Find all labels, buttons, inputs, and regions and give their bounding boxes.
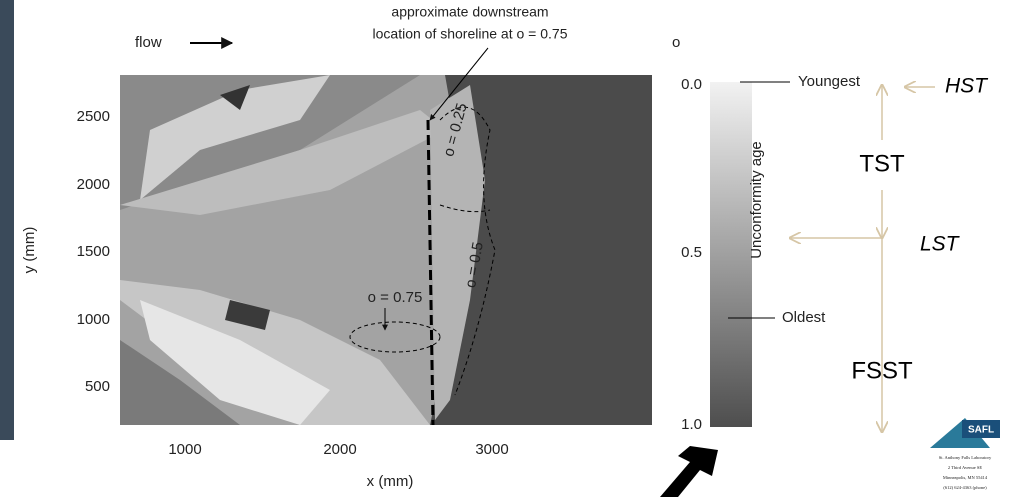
y-tick-label: 1000	[77, 311, 110, 328]
x-tick-label: 1000	[168, 441, 201, 458]
logo-text: 2 Third Avenue SE	[948, 465, 982, 470]
logo-abbr: SAFL	[968, 425, 994, 436]
flow-label: flow	[135, 34, 162, 51]
logo-text: Minneapolis, MN 55414	[943, 475, 988, 481]
colorbar-label: Unconformity age	[748, 141, 765, 259]
tract-arrows	[790, 85, 935, 432]
map	[120, 37, 652, 426]
annotation: approximate downstream	[391, 4, 548, 20]
colorbar	[710, 82, 752, 427]
y-tick-label: 2500	[77, 108, 110, 125]
tract-label: TST	[859, 150, 905, 177]
tract-label: FSST	[851, 357, 913, 384]
y-tick-label: 1500	[77, 243, 110, 260]
logo: SAFL St. Anthony Falls Laboratory 2 Thir…	[930, 418, 1000, 490]
annotation: location of shoreline at o = 0.75	[373, 26, 568, 42]
colorbar-tick-label: 0.0	[681, 76, 702, 93]
y-tick-label: 2000	[77, 176, 110, 193]
tract-label: HST	[945, 75, 989, 98]
y-axis-label: y (mm)	[21, 227, 38, 274]
colorbar-tick-label: 0.5	[681, 244, 702, 261]
x-axis-label: x (mm)	[367, 473, 414, 490]
x-tick-label: 2000	[323, 441, 356, 458]
tract-label: LST	[920, 233, 961, 256]
photo-edge	[0, 0, 14, 440]
logo-text: (612) 624-4363 (phone)	[943, 485, 987, 490]
contour-label: o = 0.75	[368, 289, 423, 306]
colorbar-tick-label: 1.0	[681, 416, 702, 433]
pointer-arrow	[660, 446, 718, 497]
y-tick-label: 500	[85, 378, 110, 395]
colorbar-symbol: o	[672, 34, 680, 51]
youngest-label: Youngest	[798, 73, 861, 90]
logo-text: St. Anthony Falls Laboratory	[939, 455, 992, 460]
oldest-label: Oldest	[782, 309, 826, 326]
x-tick-label: 3000	[475, 441, 508, 458]
